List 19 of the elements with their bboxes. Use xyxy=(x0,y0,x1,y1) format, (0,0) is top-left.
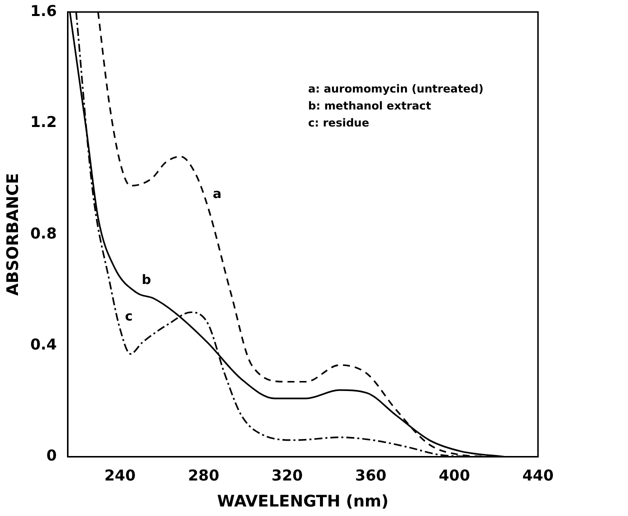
annotation: c: residue xyxy=(308,116,370,130)
annotation: a xyxy=(212,186,222,202)
y-tick-label: 1.2 xyxy=(30,113,57,132)
annotation: b xyxy=(142,273,152,288)
x-tick-label: 280 xyxy=(188,466,220,485)
x-tick-label: 400 xyxy=(438,466,470,485)
x-tick-label: 440 xyxy=(522,466,554,485)
x-tick-label: 360 xyxy=(355,466,386,485)
y-axis-title: ABSORBANCE xyxy=(2,173,22,296)
annotation: c xyxy=(125,309,133,324)
annotation: b: methanol extract xyxy=(308,100,432,113)
annotation: a: auromomycin (untreated) xyxy=(308,82,484,96)
x-tick-label: 320 xyxy=(272,466,303,485)
y-tick-label: 1.6 xyxy=(30,2,57,20)
y-tick-label: 0.8 xyxy=(30,224,57,242)
y-tick-label: 0 xyxy=(46,446,57,465)
y-tick-label: 0.4 xyxy=(30,335,57,354)
x-axis-title: WAVELENGTH (nm) xyxy=(217,492,389,511)
x-tick-label: 240 xyxy=(104,466,136,485)
